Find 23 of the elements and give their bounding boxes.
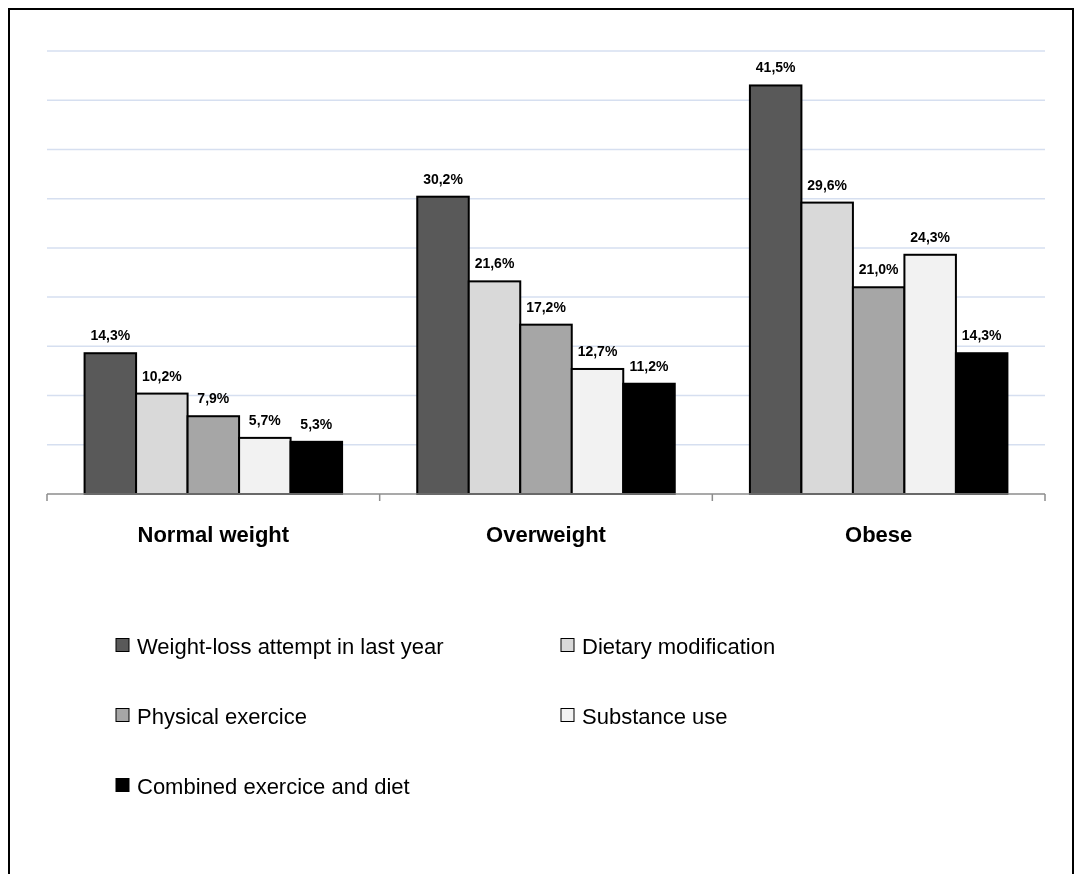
- data-label: 21,6%: [474, 255, 515, 272]
- data-label: 17,2%: [526, 298, 567, 315]
- data-label: 10,2%: [141, 367, 183, 384]
- legend-label: Weight-loss attempt in last year: [137, 633, 444, 659]
- data-label: 5,7%: [248, 411, 282, 428]
- data-label: 7,9%: [197, 390, 230, 407]
- data-label: 14,3%: [961, 327, 1003, 344]
- legend-label: Physical exercice: [137, 703, 307, 729]
- data-label: 24,3%: [910, 228, 951, 245]
- x-tick-label: Overweight: [486, 522, 607, 547]
- data-label: 21,0%: [858, 261, 900, 278]
- data-label: 11,2%: [629, 357, 670, 374]
- legend-label: Combined exercice and diet: [137, 773, 410, 799]
- data-label: 5,3%: [300, 415, 333, 432]
- data-label: 29,6%: [807, 176, 848, 193]
- legend-label: Dietary modification: [582, 633, 776, 659]
- data-label: 30,2%: [423, 170, 464, 187]
- data-label: 12,7%: [577, 342, 618, 359]
- data-label: 14,3%: [90, 327, 131, 344]
- legend-label: Substance use: [582, 703, 728, 729]
- x-tick-label: Obese: [845, 522, 913, 547]
- x-tick-label: Normal weight: [137, 522, 290, 547]
- data-label: 41,5%: [755, 59, 797, 76]
